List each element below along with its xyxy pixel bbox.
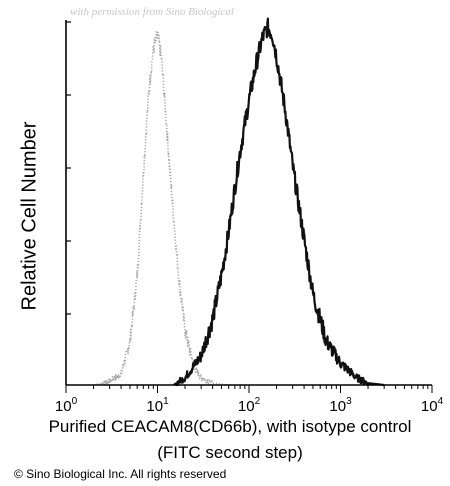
x-axis-tick-labels: 100 101 102 103 104 [55,396,444,415]
x-tick-exponent: 3 [346,396,352,407]
series-layer [93,17,385,387]
x-tick-label: 104 [421,396,444,415]
watermark-text: with permission from Sino Biological [70,6,234,18]
ceacam8-histogram [173,17,385,387]
x-axis-ticks [65,385,433,393]
x-tick-label: 101 [146,396,169,415]
x-axis-label: Purified CEACAM8(CD66b), with isotype co… [48,417,412,436]
x-tick-exponent: 1 [163,396,169,407]
isotype-control-histogram [93,31,230,386]
x-tick-label: 100 [55,396,78,415]
x-tick-label: 103 [329,396,352,415]
y-axis-ticks [66,21,71,315]
x-tick-label: 102 [238,396,261,415]
x-tick-exponent: 4 [438,396,444,407]
y-axis-label: Relative Cell Number [18,121,41,311]
x-axis-label-line2: (FITC second step) [157,443,303,462]
x-tick-exponent: 0 [72,396,78,407]
x-tick-exponent: 2 [255,396,261,407]
copyright-text: © Sino Biological Inc. All rights reserv… [14,467,227,481]
